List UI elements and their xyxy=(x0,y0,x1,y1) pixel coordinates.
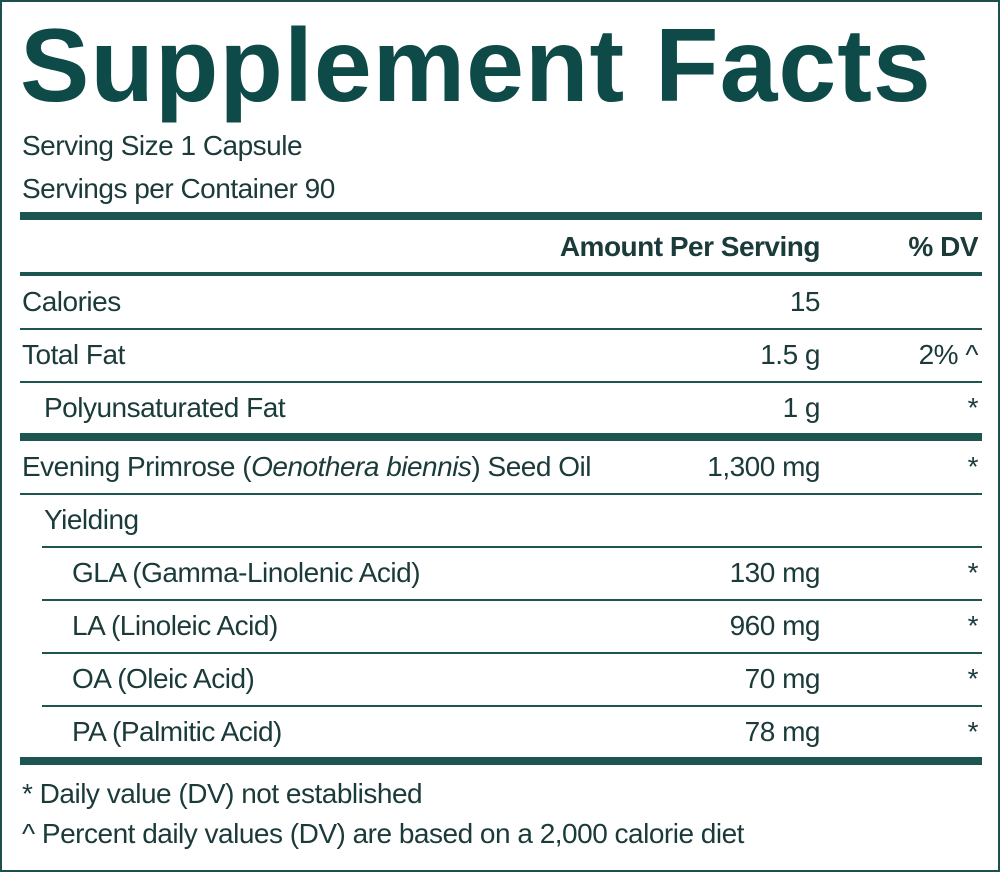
row-name: Polyunsaturated Fat xyxy=(44,391,286,425)
row-amount: 130 mg xyxy=(729,557,821,588)
name-text: Evening Primrose ( xyxy=(22,451,252,482)
title: Supplement Facts xyxy=(20,8,932,124)
row-name: PA (Palmitic Acid) xyxy=(72,715,282,749)
row-name: GLA (Gamma-Linolenic Acid) xyxy=(72,556,421,590)
name-text: ) Seed Oil xyxy=(471,451,591,482)
row-amount: 1.5 g xyxy=(760,339,820,370)
row-rule xyxy=(42,705,982,707)
row-name: Calories xyxy=(22,285,121,319)
thick-rule xyxy=(20,212,982,220)
header-rule xyxy=(20,272,982,276)
row-rule xyxy=(42,599,982,601)
name-text: Total Fat xyxy=(22,339,125,370)
row-name: Total Fat xyxy=(22,338,125,372)
serving-size: Serving Size 1 Capsule xyxy=(22,130,303,161)
row-amount: 70 mg xyxy=(744,663,821,694)
name-text: GLA (Gamma-Linolenic Acid) xyxy=(72,557,421,588)
name-text: Polyunsaturated Fat xyxy=(44,392,286,423)
footnote: ^ Percent daily values (DV) are based on… xyxy=(22,818,744,849)
row-dv: * xyxy=(967,663,979,694)
footnote: * Daily value (DV) not established xyxy=(22,778,423,809)
servings-per-container: Servings per Container 90 xyxy=(22,173,335,204)
row-amount: 15 xyxy=(789,286,821,317)
row-dv: * xyxy=(967,557,979,588)
name-text: Yielding xyxy=(44,504,139,535)
row-dv: * xyxy=(967,392,979,423)
row-name: OA (Oleic Acid) xyxy=(72,662,255,696)
header-dv: % DV xyxy=(908,231,978,262)
name-text: PA (Palmitic Acid) xyxy=(72,716,282,747)
row-amount: 960 mg xyxy=(729,610,821,641)
row-name: Evening Primrose (Oenothera biennis) See… xyxy=(22,450,591,484)
row-dv: * xyxy=(967,451,979,482)
name-text: Calories xyxy=(22,286,121,317)
row-amount: 78 mg xyxy=(744,716,821,747)
name-text: OA (Oleic Acid) xyxy=(72,663,255,694)
header-amount: Amount Per Serving xyxy=(559,231,821,262)
row-amount: 1,300 mg xyxy=(707,451,820,482)
name-text: LA (Linoleic Acid) xyxy=(72,610,278,641)
name-italic: Oenothera biennis xyxy=(251,451,472,482)
thick-rule xyxy=(20,757,982,765)
row-dv: 2% ^ xyxy=(918,339,979,370)
row-name: Yielding xyxy=(44,503,139,537)
row-rule xyxy=(20,328,982,330)
thick-rule xyxy=(20,433,982,441)
row-rule xyxy=(42,546,982,548)
row-dv: * xyxy=(967,610,979,641)
row-rule xyxy=(20,493,982,495)
row-rule xyxy=(42,652,982,654)
row-rule xyxy=(20,381,982,383)
row-dv: * xyxy=(967,716,979,747)
row-amount: 1 g xyxy=(782,392,821,423)
row-name: LA (Linoleic Acid) xyxy=(72,609,278,643)
